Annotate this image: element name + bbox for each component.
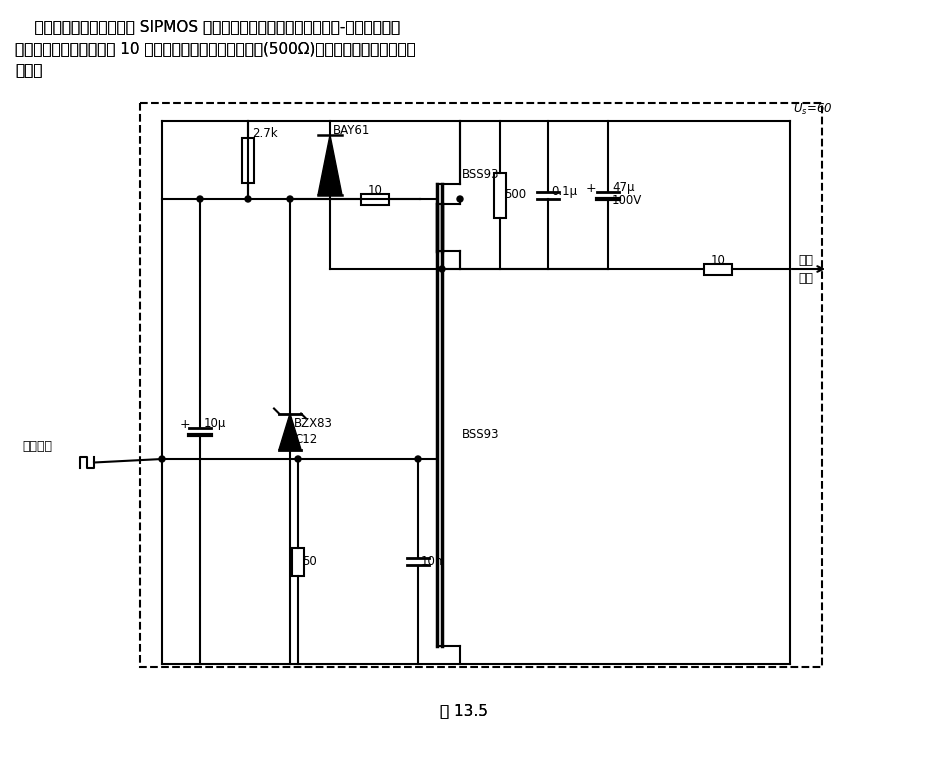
Text: C12: C12 — [294, 433, 317, 446]
Bar — [493, 172, 505, 218]
Polygon shape — [279, 414, 300, 449]
Text: 图 13.5: 图 13.5 — [439, 704, 488, 719]
Circle shape — [159, 456, 165, 462]
Text: 47μ: 47μ — [611, 181, 634, 194]
Bar — [704, 263, 731, 275]
Text: +: + — [180, 418, 190, 431]
Text: 0.1μ: 0.1μ — [551, 184, 577, 197]
Circle shape — [295, 456, 300, 462]
Text: BSS93: BSS93 — [462, 427, 499, 440]
Text: 10μ: 10μ — [204, 417, 226, 430]
Text: 电路采用串级连接的两个 SIPMOS 晋体管工作。利用这种电路可使栅-漏极间的密勒: 电路采用串级连接的两个 SIPMOS 晋体管工作。利用这种电路可使栅-漏极间的密… — [15, 20, 400, 34]
Text: 2.7k: 2.7k — [252, 127, 277, 140]
Text: BSS93: BSS93 — [462, 168, 499, 181]
Bar — [242, 137, 254, 182]
Text: +: + — [585, 182, 596, 196]
Text: 500: 500 — [503, 188, 526, 201]
Circle shape — [245, 196, 250, 202]
Circle shape — [286, 196, 293, 202]
Text: 视频输入: 视频输入 — [22, 440, 52, 453]
Text: 10: 10 — [367, 184, 382, 197]
Bar — [361, 194, 388, 204]
Text: 电容不起作用，故可有约 10 倍高的工作频率，接入低电阻(500Ω)可免去采用频率特性补偿: 电容不起作用，故可有约 10 倍高的工作频率，接入低电阻(500Ω)可免去采用频… — [15, 42, 415, 56]
Text: $U_s$=60: $U_s$=60 — [793, 102, 832, 117]
Circle shape — [438, 266, 445, 272]
Text: 图 13.5: 图 13.5 — [439, 704, 488, 719]
Text: BZX83: BZX83 — [294, 417, 333, 430]
Polygon shape — [318, 135, 342, 195]
Text: 电路。: 电路。 — [15, 64, 43, 78]
Circle shape — [456, 196, 463, 202]
Text: 10n: 10n — [421, 555, 443, 568]
Text: 电路。: 电路。 — [15, 64, 43, 78]
Text: 视频: 视频 — [797, 254, 812, 266]
Text: 输出: 输出 — [797, 272, 812, 285]
Text: 100V: 100V — [611, 194, 641, 207]
Circle shape — [197, 196, 203, 202]
Text: 电容不起作用，故可有约 10 倍高的工作频率，接入低电阻(500Ω)可免去采用频率特性补偿: 电容不起作用，故可有约 10 倍高的工作频率，接入低电阻(500Ω)可免去采用频… — [15, 42, 415, 56]
Text: 电路采用串级连接的两个 SIPMOS 晋体管工作。利用这种电路可使栅-漏极间的密勒: 电路采用串级连接的两个 SIPMOS 晋体管工作。利用这种电路可使栅-漏极间的密… — [15, 20, 400, 34]
Bar — [292, 547, 304, 575]
Text: BAY61: BAY61 — [333, 124, 370, 137]
Circle shape — [414, 456, 421, 462]
Text: 50: 50 — [301, 555, 316, 568]
Text: 10: 10 — [710, 254, 725, 266]
